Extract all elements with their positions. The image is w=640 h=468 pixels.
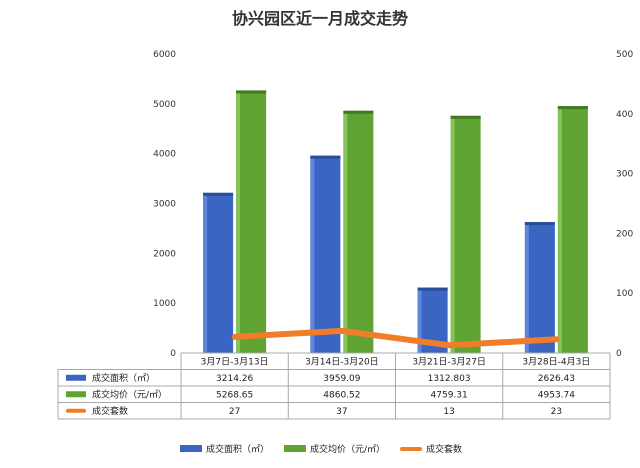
bar-top [450,115,481,119]
y-left-tick-label: 0 [170,349,176,359]
legend-label: 成交均价（元/㎡） [310,443,385,455]
legend-label: 成交套数 [426,443,462,455]
y-right-tick-label: 0 [616,349,622,359]
line-point [447,343,452,348]
y-right-tick-label: 100 [616,289,633,299]
legend-swatch [284,445,306,452]
legend-swatch [400,447,422,451]
table-series-key [66,391,86,398]
table-cell: 4759.31 [431,390,468,400]
table-cell: 2626.43 [538,374,575,384]
table-row-label: 成交套数 [92,405,128,417]
bar-highlight [203,192,208,353]
bar [557,106,588,353]
line-point [232,334,237,339]
table-cell: 5268.65 [216,390,253,400]
table-cell: 4953.74 [538,390,575,400]
y-right-tick-label: 500 [616,50,633,60]
bar-top [417,287,448,291]
category-label: 3月14日-3月20日 [305,357,379,368]
category-label: 3月7日-3月13日 [201,357,269,368]
bar-top [236,90,267,94]
table-series-key [66,374,86,381]
legend-swatch [180,445,202,452]
table-cell: 27 [229,407,240,417]
bar [310,155,341,353]
chart-title: 协兴园区近一月成交走势 [232,9,408,28]
y-left-tick-label: 3000 [153,200,176,210]
category-label: 3月21日-3月27日 [412,357,486,368]
bar-top [557,106,588,110]
table-row-label: 成交均价（元/㎡） [92,388,167,400]
bar-highlight [236,90,241,353]
line-point [339,328,344,333]
y-right-tick-label: 200 [616,229,633,239]
y-left-tick-label: 4000 [153,150,176,160]
category-label: 3月28日-4月3日 [522,357,590,368]
y-left-tick-label: 2000 [153,249,176,259]
bar-highlight [310,155,315,353]
line-point [554,337,559,342]
bar-highlight [557,106,562,353]
bar [203,192,234,353]
table-series-key [66,408,86,413]
bar-highlight [417,287,422,353]
line-series [231,327,560,349]
legend-label: 成交面积（㎡） [206,443,269,455]
y-right-tick-label: 400 [616,110,633,120]
bar-top [203,192,234,196]
y-left-tick-label: 5000 [153,100,176,110]
table-cell: 3959.09 [323,374,360,384]
bar-top [343,110,374,114]
bar [450,115,481,353]
table-cell: 1312.803 [428,374,471,384]
table-row-label: 成交面积（㎡） [92,372,155,384]
table-cell: 37 [336,407,347,417]
bar-highlight [450,115,455,353]
bar-highlight [343,110,348,353]
y-right-tick-label: 300 [616,170,633,180]
y-left-tick-label: 1000 [153,299,176,309]
y-left-tick-label: 6000 [153,50,176,60]
table-cell: 13 [443,407,454,417]
table-cell: 23 [551,407,562,417]
bar [524,222,555,353]
bar [236,90,267,353]
bar-top [524,222,555,226]
table-cell: 4860.52 [323,390,360,400]
bar-highlight [524,222,529,353]
bar [343,110,374,353]
table-cell: 3214.26 [216,374,253,384]
bar-top [310,155,341,159]
